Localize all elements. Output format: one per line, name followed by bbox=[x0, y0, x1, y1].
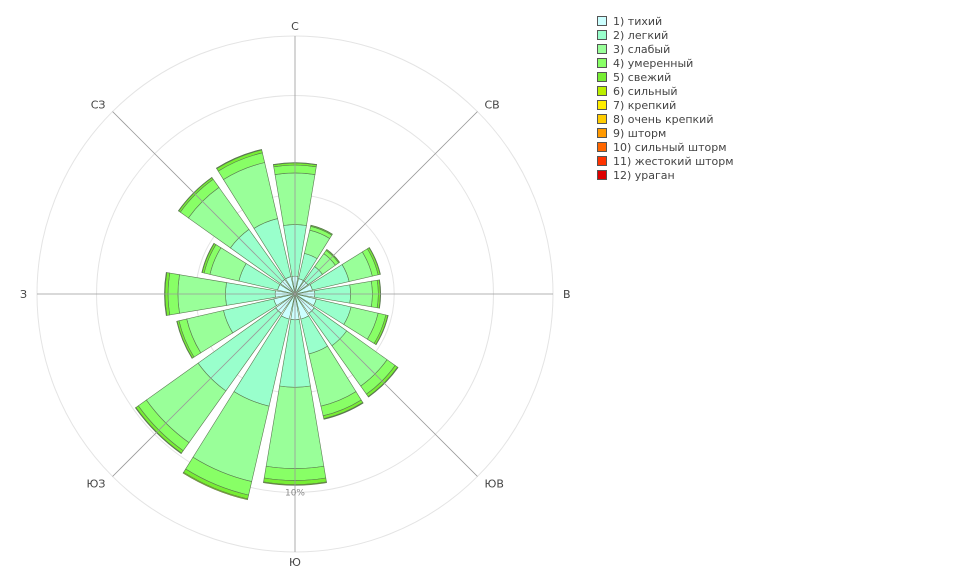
legend-item[interactable]: 12) ураган bbox=[597, 168, 734, 182]
legend-label: 12) ураган bbox=[613, 168, 675, 182]
legend-swatch bbox=[597, 156, 607, 166]
wind-rose-bar-segment bbox=[182, 471, 249, 501]
wind-rose-bar-segment bbox=[263, 481, 327, 486]
legend-swatch bbox=[597, 100, 607, 110]
wind-rose-bar-segment bbox=[326, 248, 341, 263]
direction-label: ЮЗ bbox=[87, 478, 106, 491]
wind-rose-bar-segment bbox=[215, 148, 263, 170]
legend-label: 8) очень крепкий bbox=[613, 112, 714, 126]
legend-label: 7) крепкий bbox=[613, 98, 677, 112]
legend-item[interactable]: 6) сильный bbox=[597, 84, 734, 98]
legend-label: 6) сильный bbox=[613, 84, 678, 98]
direction-labels: С СВ В ЮВ Ю ЮЗ З СЗ bbox=[20, 20, 571, 569]
legend-swatch bbox=[597, 128, 607, 138]
legend-item[interactable]: 9) шторм bbox=[597, 126, 734, 140]
legend-swatch bbox=[597, 142, 607, 152]
direction-spoke bbox=[112, 293, 296, 477]
direction-label: ЮВ bbox=[485, 478, 504, 491]
legend-swatch bbox=[597, 72, 607, 82]
direction-label: СВ bbox=[485, 98, 500, 111]
legend-item[interactable]: 8) очень крепкий bbox=[597, 112, 734, 126]
legend-swatch bbox=[597, 16, 607, 26]
legend-swatch bbox=[597, 86, 607, 96]
direction-label: СЗ bbox=[91, 98, 106, 111]
direction-label: З bbox=[20, 288, 27, 301]
wind-rose-bar-segment bbox=[177, 176, 213, 212]
legend-swatch bbox=[597, 114, 607, 124]
legend-label: 11) жестокий шторм bbox=[613, 154, 734, 168]
legend-item[interactable]: 1) тихий bbox=[597, 14, 734, 28]
legend-swatch bbox=[597, 44, 607, 54]
legend-label: 2) легкий bbox=[613, 28, 669, 42]
radial-tick-label: 10% bbox=[285, 488, 305, 498]
legend-label: 3) слабый bbox=[613, 42, 671, 56]
legend-item[interactable]: 11) жестокий шторм bbox=[597, 154, 734, 168]
direction-spoke bbox=[294, 111, 478, 295]
legend-label: 10) сильный шторм bbox=[613, 140, 727, 154]
legend-swatch bbox=[597, 30, 607, 40]
wind-rose-bar-segment bbox=[310, 224, 333, 235]
legend-item[interactable]: 10) сильный шторм bbox=[597, 140, 734, 154]
wind-rose-bar-segment bbox=[164, 272, 168, 316]
legend-item[interactable]: 2) легкий bbox=[597, 28, 734, 42]
direction-spoke bbox=[294, 293, 478, 477]
legend-label: 4) умеренный bbox=[613, 56, 694, 70]
direction-label: В bbox=[563, 288, 571, 301]
wind-rose-bar-segment bbox=[134, 407, 182, 455]
legend-swatch bbox=[597, 58, 607, 68]
direction-spokes bbox=[37, 36, 553, 552]
wind-rose-bars bbox=[134, 148, 399, 501]
wind-rose-bar-segment bbox=[201, 242, 215, 273]
legend-item[interactable]: 5) свежий bbox=[597, 70, 734, 84]
wind-rose-bar-segment bbox=[367, 366, 399, 398]
legend-item[interactable]: 4) умеренный bbox=[597, 56, 734, 70]
wind-rose-bar-segment bbox=[375, 315, 389, 346]
legend-item[interactable]: 7) крепкий bbox=[597, 98, 734, 112]
wind-rose-bar-segment bbox=[368, 247, 381, 275]
legend-label: 9) шторм bbox=[613, 126, 667, 140]
direction-label: Ю bbox=[289, 556, 301, 569]
direction-label: С bbox=[291, 20, 299, 33]
wind-rose-bar-segment bbox=[176, 320, 193, 359]
legend-label: 5) свежий bbox=[613, 70, 672, 84]
wind-rose-bar-segment bbox=[272, 162, 318, 166]
legend-swatch bbox=[597, 170, 607, 180]
legend: 1) тихий 2) легкий 3) слабый 4) умеренный 5)… bbox=[597, 14, 734, 182]
legend-item[interactable]: 3) слабый bbox=[597, 42, 734, 56]
direction-spoke bbox=[112, 111, 296, 295]
legend-label: 1) тихий bbox=[613, 14, 663, 28]
wind-rose-bar-segment bbox=[323, 402, 364, 420]
wind-rose-bar-segment bbox=[378, 279, 382, 309]
